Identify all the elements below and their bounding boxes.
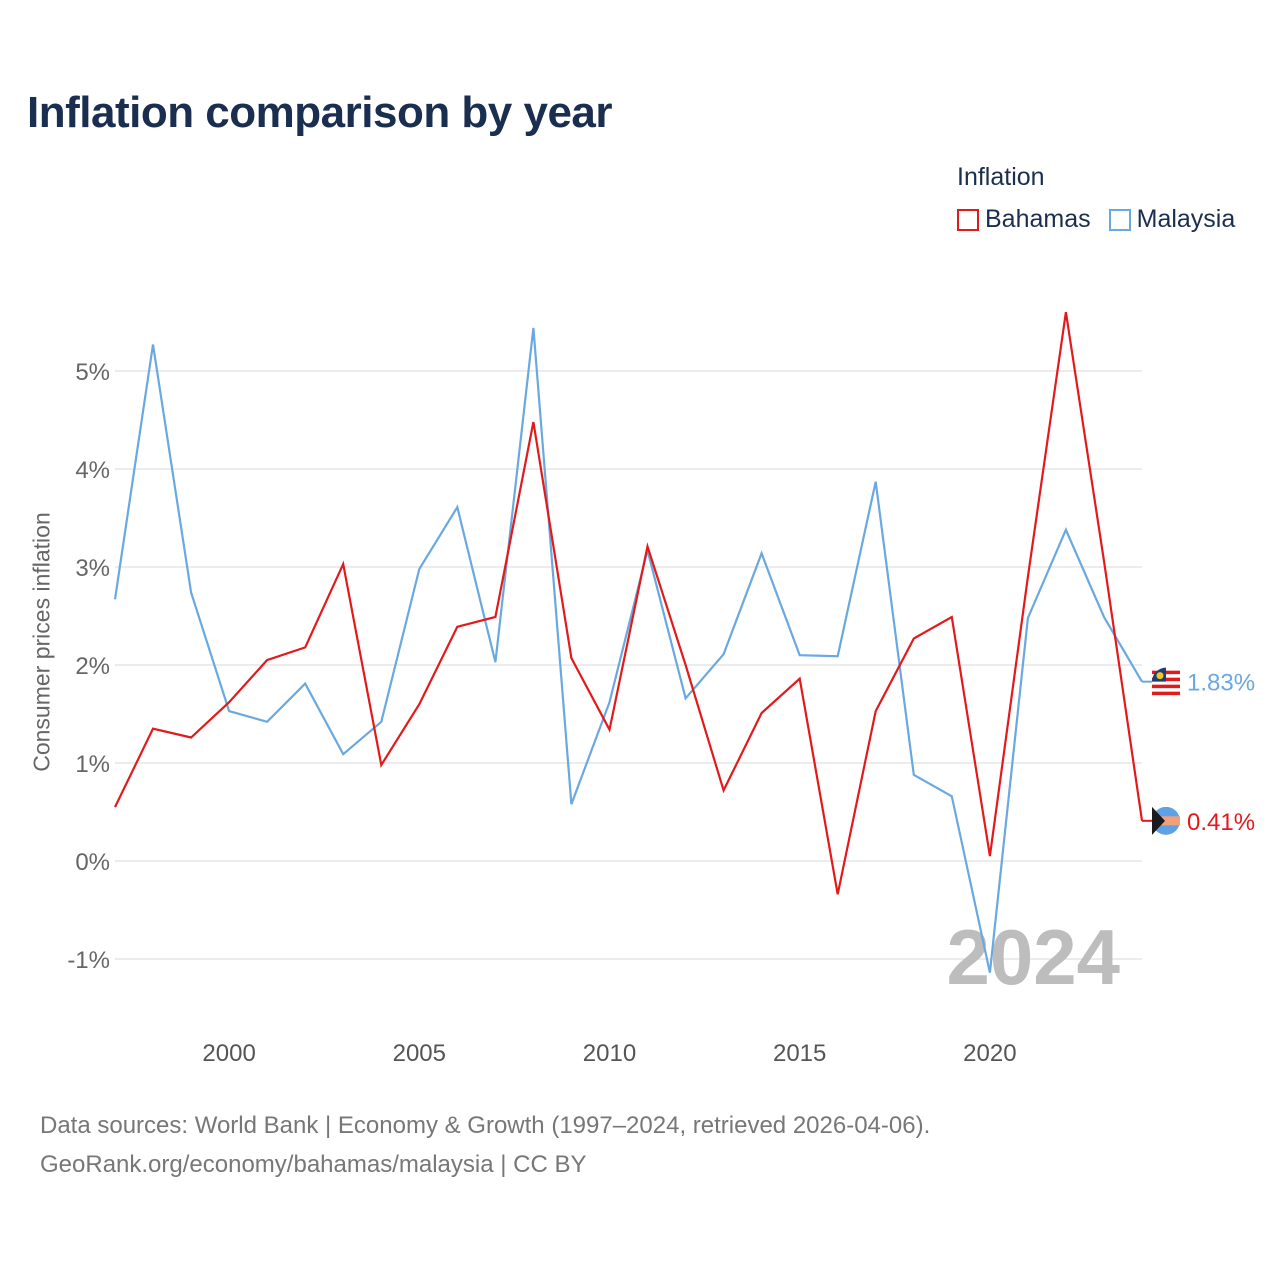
end-value-label-bahamas: 0.41% — [1187, 809, 1255, 836]
x-tick-label: 2010 — [583, 1040, 636, 1067]
y-tick-label: -1% — [67, 947, 110, 974]
legend-item-bahamas[interactable]: Bahamas — [957, 205, 1091, 234]
legend: Bahamas Malaysia — [957, 205, 1235, 234]
y-tick-label: 5% — [75, 359, 110, 386]
y-tick-label: 3% — [75, 555, 110, 582]
chart-title: Inflation comparison by year — [27, 88, 613, 137]
flag-triangle — [1152, 806, 1165, 835]
legend-swatch-malaysia — [1108, 208, 1131, 231]
y-tick-label: 4% — [75, 457, 110, 484]
x-tick-label: 2000 — [202, 1040, 255, 1067]
x-tick-label: 2020 — [963, 1040, 1016, 1067]
year-watermark: 2024 — [946, 913, 1120, 1001]
footer: Data sources: World Bank | Economy & Gro… — [40, 1106, 930, 1184]
footer-link[interactable]: GeoRank.org/economy/bahamas/malaysia | C… — [40, 1151, 587, 1178]
flag-stripe — [1152, 816, 1180, 826]
flag-stripe — [1152, 684, 1180, 689]
line-chart: -1% 0% 1% 2% 3% 4% 5% 2000 2005 2010 2015 2020 2024 0… — [67, 312, 1255, 1067]
legend-title: Inflation — [957, 163, 1045, 191]
series-line-bahamas — [114, 312, 1144, 895]
y-tick-label: 2% — [75, 653, 110, 680]
end-value-label-malaysia: 1.83% — [1187, 670, 1255, 697]
x-tick-label: 2015 — [773, 1040, 826, 1067]
series-line-malaysia — [113, 327, 1143, 973]
legend-swatch-bahamas — [957, 208, 979, 231]
y-tick-label: 0% — [75, 849, 110, 876]
legend-item-malaysia[interactable]: Malaysia — [1108, 205, 1236, 234]
flag-stripe — [1152, 691, 1180, 696]
flag-crescent — [1156, 672, 1164, 680]
legend-label-bahamas: Bahamas — [985, 205, 1091, 233]
footer-sources: Data sources: World Bank | Economy & Gro… — [40, 1112, 931, 1139]
x-tick-label: 2005 — [393, 1040, 446, 1067]
y-tick-label: 1% — [75, 751, 110, 778]
legend-label-malaysia: Malaysia — [1136, 205, 1236, 233]
